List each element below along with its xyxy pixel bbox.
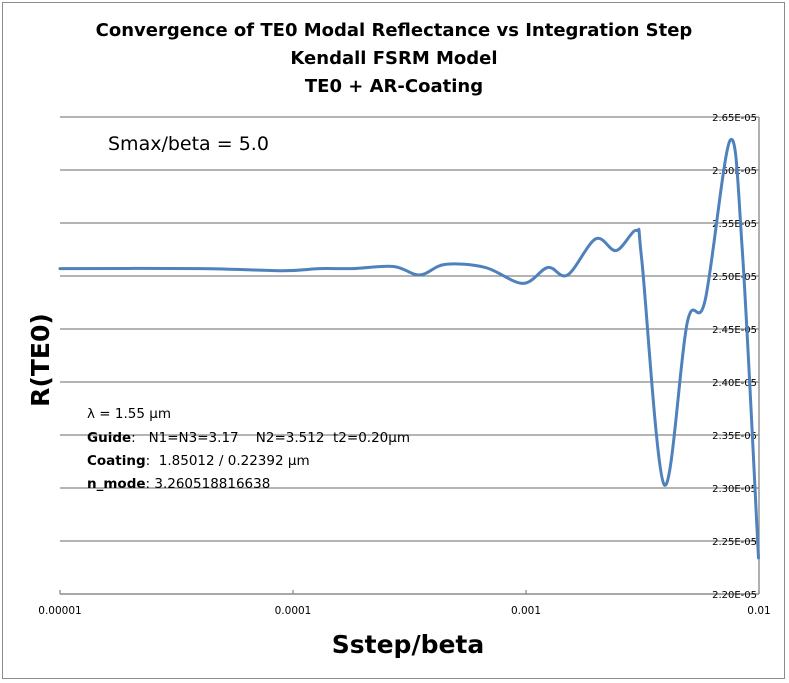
guide-parameters: Guide: N1=N3=3.17 N2=3.512 t2=0.20µm (87, 430, 410, 446)
x-tick-label: 0.00001 (38, 605, 81, 617)
y-tick-label: 2.55E-05 (712, 219, 757, 230)
y-tick-label: 2.30E-05 (712, 484, 757, 495)
x-tick-label: 0.0001 (275, 605, 312, 617)
series-line-0 (58, 137, 760, 560)
gridlines (60, 116, 759, 595)
chart-title-line-2: Kendall FSRM Model (290, 48, 497, 69)
smax-annotation: Smax/beta = 5.0 (108, 133, 269, 155)
y-tick-label: 2.25E-05 (712, 537, 757, 548)
chart-title-line-3: TE0 + AR-Coating (305, 76, 483, 97)
chart-title-line-1: Convergence of TE0 Modal Reflectance vs … (96, 20, 693, 41)
y-tick-labels: 2.65E-05 2.60E-05 2.55E-05 2.50E-05 2.45E-05… (712, 113, 757, 601)
n-mode-value: n_mode: 3.260518816638 (87, 476, 270, 492)
y-axis-title: R(TE0) (26, 313, 55, 407)
y-tick-label: 2.50E-05 (712, 272, 757, 283)
chart-title: Convergence of TE0 Modal Reflectance vs … (96, 20, 693, 97)
x-tick-labels: 0.00001 0.0001 0.001 0.01 (38, 605, 770, 617)
y-tick-label: 2.45E-05 (712, 325, 757, 336)
y-tick-label: 2.60E-05 (712, 166, 757, 177)
y-tick-label: 2.40E-05 (712, 378, 757, 389)
y-tick-label: 2.65E-05 (712, 113, 757, 124)
series-group (58, 137, 760, 560)
x-tick-label: 0.01 (747, 605, 770, 617)
wavelength-label: λ = 1.55 µm (87, 406, 171, 422)
y-tick-label: 2.35E-05 (712, 431, 757, 442)
x-axis-title: Sstep/beta (332, 630, 485, 659)
y-tick-label: 2.20E-05 (712, 590, 757, 601)
x-tick-label: 0.001 (511, 605, 541, 617)
coating-parameters: Coating: 1.85012 / 0.22392 µm (87, 453, 310, 469)
parameters-annotation: λ = 1.55 µm Guide: N1=N3=3.17 N2=3.512 t… (87, 406, 410, 492)
axes (59, 117, 760, 595)
